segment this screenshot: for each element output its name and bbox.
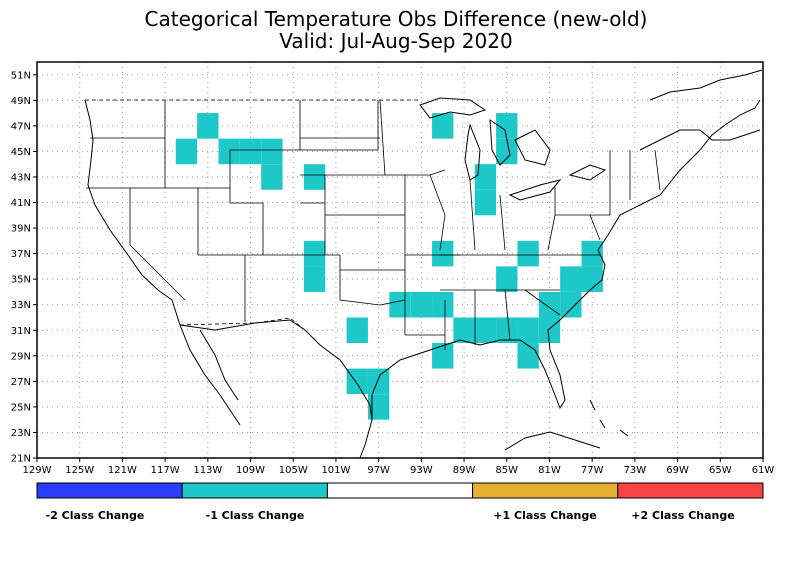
difference-cell bbox=[560, 266, 582, 292]
difference-cell bbox=[410, 291, 433, 318]
x-tick-label: 117W bbox=[151, 465, 180, 476]
difference-cell bbox=[346, 317, 368, 344]
difference-cell bbox=[474, 164, 497, 190]
x-tick-label: 89W bbox=[453, 465, 476, 476]
us-coastline bbox=[84, 99, 761, 421]
axis-ticks: 129W 125W 121W 117W 113W 109W 105W 101W 97W 93W 89… bbox=[11, 70, 775, 476]
chart-subtitle: Valid: Jul-Aug-Sep 2020 bbox=[279, 29, 512, 53]
legend: -2 Class Change -1 Class Change +1 Class C… bbox=[36, 482, 764, 522]
difference-cell bbox=[303, 164, 326, 190]
difference-cell bbox=[303, 240, 326, 267]
y-tick-label: 29N bbox=[11, 351, 31, 362]
x-tick-label: 85W bbox=[495, 465, 518, 476]
difference-cell bbox=[432, 240, 454, 267]
difference-cell bbox=[367, 394, 390, 420]
difference-cell bbox=[560, 291, 582, 318]
difference-cell bbox=[581, 240, 603, 267]
bahamas bbox=[589, 399, 629, 437]
difference-cell bbox=[496, 138, 518, 165]
legend-swatch bbox=[472, 482, 619, 499]
difference-cell bbox=[538, 291, 561, 318]
x-tick-label: 121W bbox=[108, 465, 137, 476]
x-tick-label: 129W bbox=[23, 465, 52, 476]
legend-label: +2 Class Change bbox=[631, 509, 734, 522]
basemap-outlines bbox=[84, 69, 763, 459]
legend-label: -1 Class Change bbox=[206, 509, 305, 522]
y-tick-label: 27N bbox=[11, 377, 31, 388]
difference-cell bbox=[538, 317, 561, 344]
y-tick-label: 45N bbox=[11, 147, 31, 158]
y-tick-label: 49N bbox=[11, 96, 31, 107]
x-tick-label: 73W bbox=[624, 465, 647, 476]
border-us-mexico bbox=[179, 317, 306, 331]
x-tick-label: 69W bbox=[666, 465, 689, 476]
difference-cell bbox=[474, 317, 497, 344]
y-tick-label: 39N bbox=[11, 224, 31, 235]
x-tick-label: 105W bbox=[279, 465, 308, 476]
y-tick-label: 35N bbox=[11, 275, 31, 286]
difference-cell bbox=[346, 368, 368, 395]
x-tick-label: 77W bbox=[581, 465, 604, 476]
gridlines bbox=[36, 62, 764, 459]
difference-cell bbox=[453, 317, 475, 344]
difference-cell bbox=[218, 138, 240, 165]
x-tick-label: 97W bbox=[367, 465, 390, 476]
mexico-coast bbox=[359, 419, 373, 459]
difference-cell bbox=[261, 138, 283, 165]
x-tick-label: 61W bbox=[752, 465, 775, 476]
x-tick-label: 109W bbox=[236, 465, 265, 476]
difference-cell bbox=[367, 368, 390, 395]
y-tick-label: 23N bbox=[11, 428, 31, 439]
x-tick-label: 93W bbox=[410, 465, 433, 476]
legend-swatch bbox=[617, 482, 764, 499]
x-tick-label: 65W bbox=[709, 465, 732, 476]
y-tick-label: 21N bbox=[11, 454, 31, 465]
legend-label: -2 Class Change bbox=[46, 509, 145, 522]
legend-swatch bbox=[181, 482, 328, 499]
state-lines bbox=[86, 99, 661, 350]
difference-cell bbox=[239, 138, 262, 165]
chart-title: Categorical Temperature Obs Difference (… bbox=[145, 7, 648, 31]
difference-cell bbox=[474, 189, 497, 216]
legend-label: +1 Class Change bbox=[493, 509, 596, 522]
difference-cell bbox=[432, 343, 454, 369]
cuba-coast bbox=[504, 431, 601, 451]
canada-coast bbox=[639, 69, 763, 151]
difference-cell bbox=[517, 317, 539, 344]
x-tick-label: 113W bbox=[193, 465, 222, 476]
difference-cell bbox=[496, 113, 518, 139]
difference-cell bbox=[261, 164, 283, 190]
difference-cell bbox=[389, 291, 411, 318]
x-tick-label: 81W bbox=[538, 465, 561, 476]
difference-cell bbox=[432, 113, 454, 139]
y-tick-label: 37N bbox=[11, 249, 31, 260]
legend-swatch bbox=[36, 482, 183, 499]
difference-cell bbox=[432, 291, 454, 318]
x-tick-label: 125W bbox=[65, 465, 94, 476]
difference-cell bbox=[175, 138, 198, 165]
difference-cell bbox=[303, 266, 326, 292]
y-tick-label: 25N bbox=[11, 402, 31, 413]
difference-cells bbox=[175, 113, 603, 420]
map-frame bbox=[36, 61, 764, 459]
difference-cell bbox=[517, 240, 539, 267]
y-tick-label: 43N bbox=[11, 172, 31, 183]
y-tick-label: 41N bbox=[11, 198, 31, 209]
y-tick-label: 47N bbox=[11, 121, 31, 132]
difference-cell bbox=[197, 113, 219, 139]
legend-swatch bbox=[326, 482, 474, 499]
y-tick-label: 51N bbox=[11, 70, 31, 81]
difference-cell bbox=[581, 266, 603, 292]
y-tick-label: 31N bbox=[11, 326, 31, 337]
difference-cell bbox=[517, 343, 539, 369]
baja-coast bbox=[179, 324, 241, 426]
difference-cell bbox=[496, 317, 518, 344]
x-tick-label: 101W bbox=[321, 465, 350, 476]
difference-cell bbox=[496, 266, 518, 292]
y-tick-label: 33N bbox=[11, 300, 31, 311]
